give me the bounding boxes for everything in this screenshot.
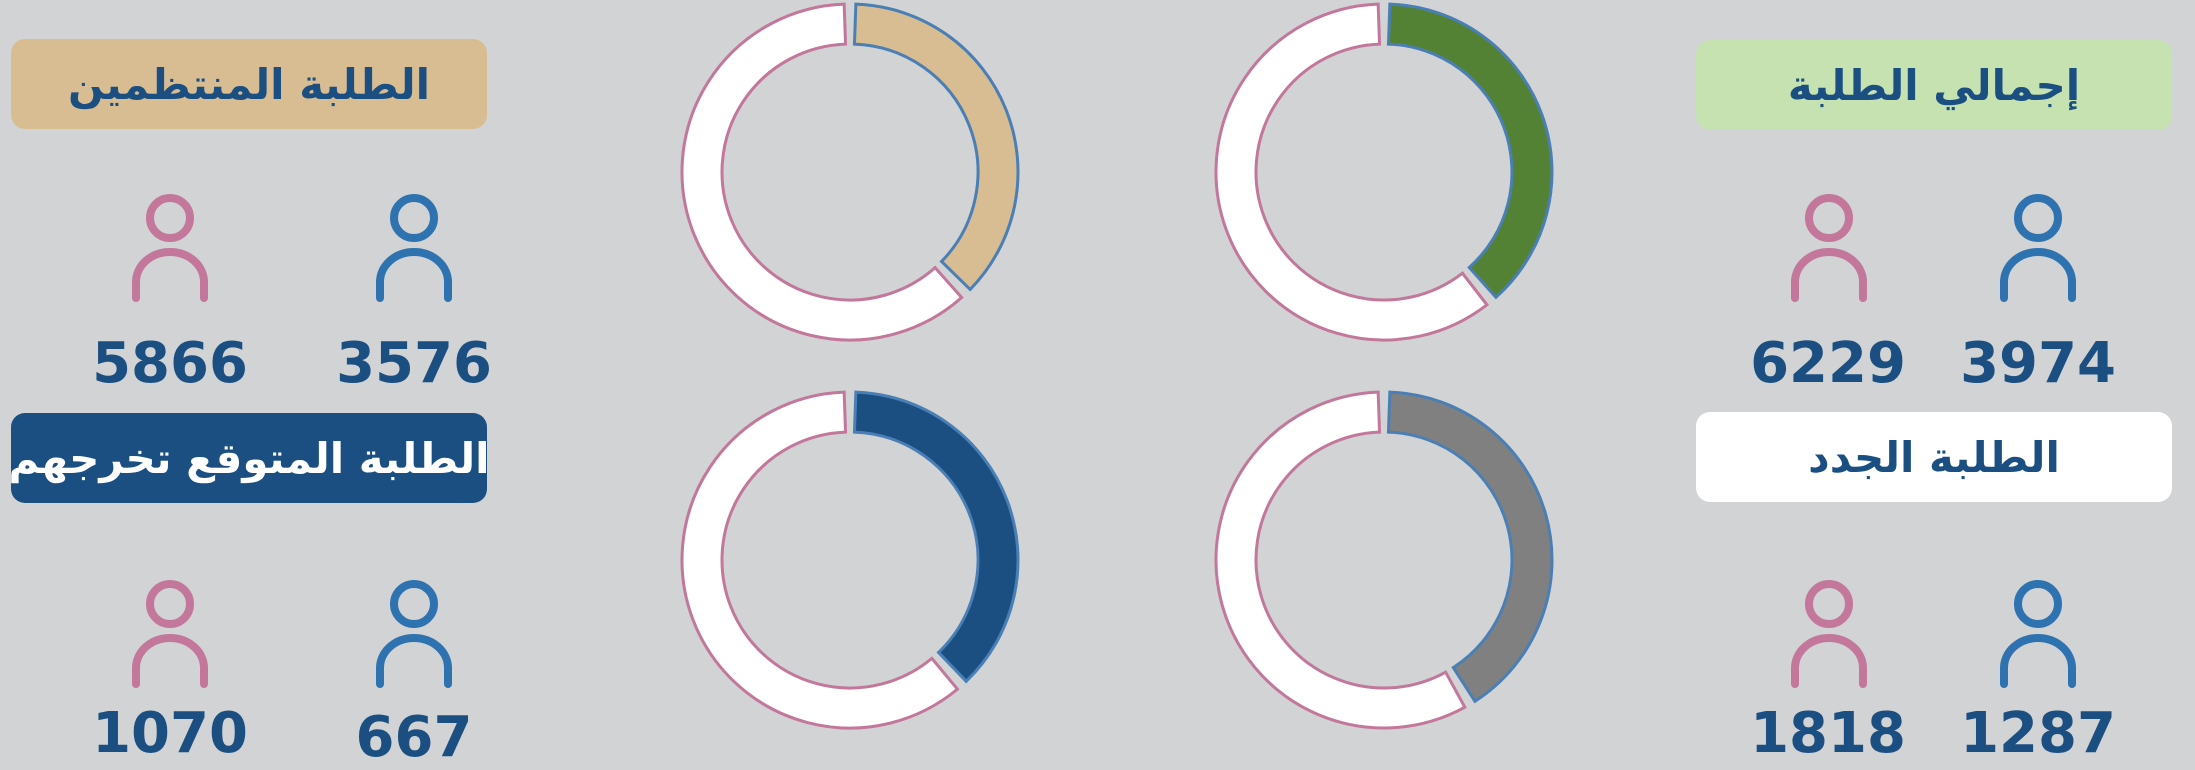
graduating-male-count: 667	[355, 705, 473, 770]
female-person-icon	[1791, 580, 1867, 688]
new-female-count: 1818	[1750, 701, 1906, 766]
female-person-icon	[132, 194, 208, 302]
new-students-label: الطلبة الجدد	[1696, 412, 2172, 502]
donut-4-slice-female	[680, 390, 960, 730]
donut-2-slice-female	[680, 2, 964, 342]
donut-3-slice-male	[1386, 390, 1554, 704]
male-person-icon	[2000, 580, 2076, 688]
donut-1-slice-male	[1386, 2, 1554, 300]
donut-2-slice-male	[852, 2, 1020, 292]
female-person-icon	[132, 580, 208, 688]
female-person-icon	[1791, 194, 1867, 302]
male-person-icon	[376, 580, 452, 688]
male-person-icon	[2000, 194, 2076, 302]
total-students-label: إجمالي الطلبة	[1696, 40, 2172, 130]
regular-female-count: 5866	[92, 331, 248, 396]
total-male-count: 3974	[1960, 331, 2116, 396]
male-person-icon	[376, 194, 452, 302]
graduating-female-count: 1070	[92, 701, 248, 766]
new-male-count: 1287	[1960, 701, 2116, 766]
regular-male-count: 3576	[336, 331, 492, 396]
regular-students-label: الطلبة المنتظمين	[11, 39, 487, 129]
total-female-count: 6229	[1750, 331, 1906, 396]
donut-1-slice-female	[1214, 2, 1490, 342]
donut-3-slice-female	[1214, 390, 1467, 730]
graduating-students-label: الطلبة المتوقع تخرجهم	[8, 413, 490, 503]
donut-4-slice-male	[852, 390, 1020, 684]
